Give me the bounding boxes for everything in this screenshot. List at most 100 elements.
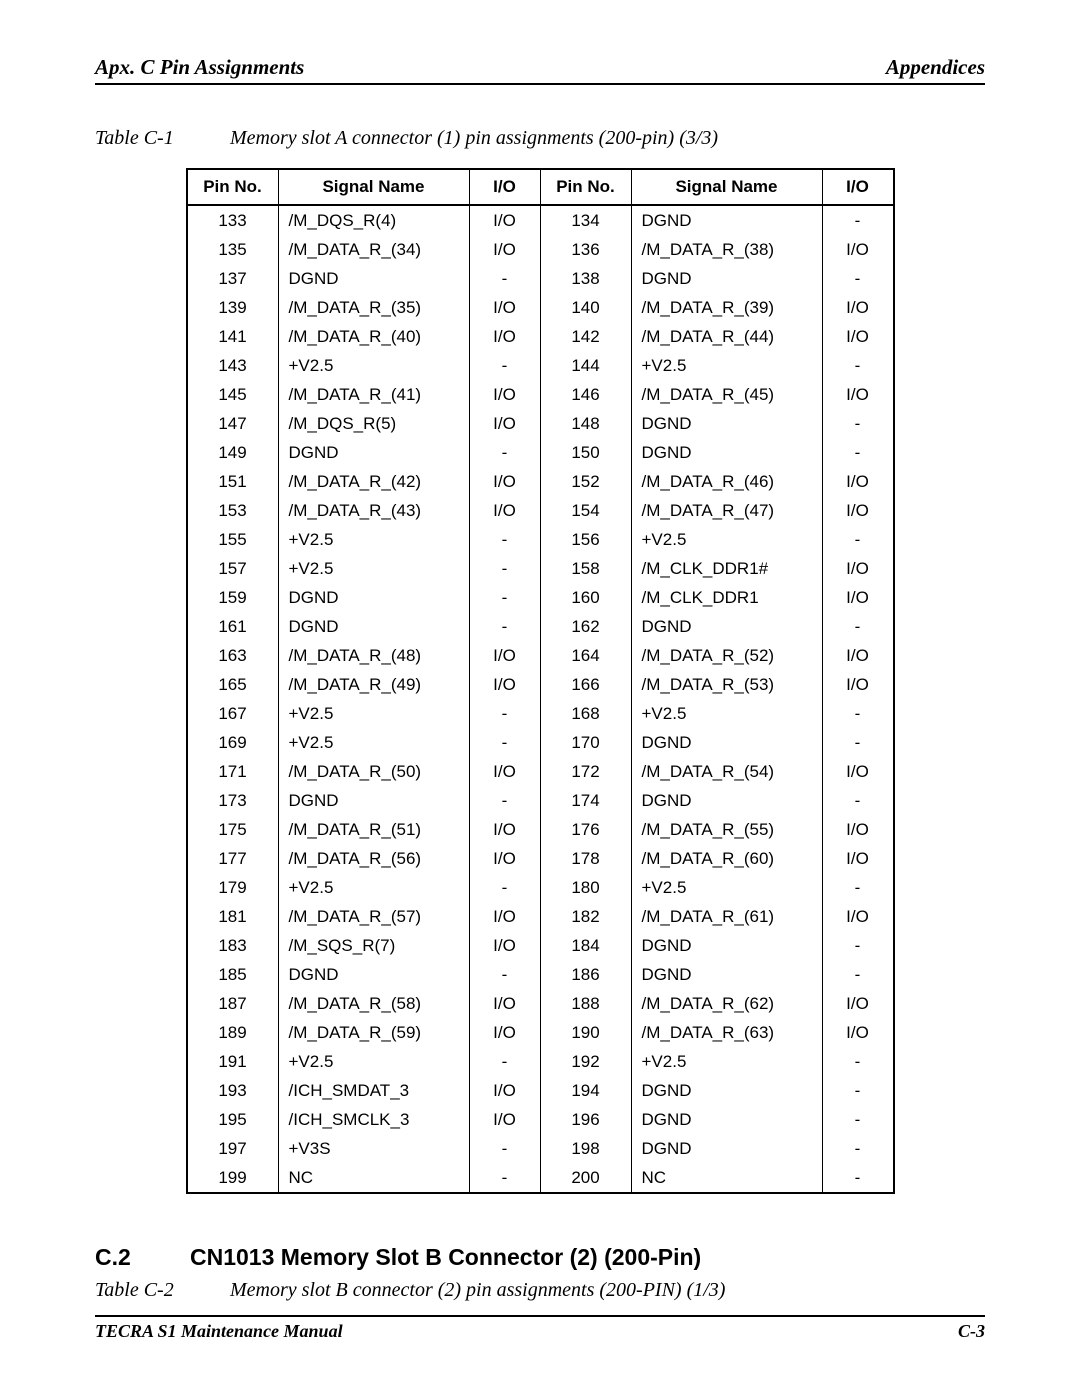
table-cell: 181 (187, 902, 279, 931)
pin-table-c1: Pin No. Signal Name I/O Pin No. Signal N… (186, 168, 895, 1194)
table-cell: - (822, 728, 894, 757)
table-cell: DGND (631, 1105, 822, 1134)
col-header-pin-right: Pin No. (540, 169, 631, 205)
table-cell: +V2.5 (631, 1047, 822, 1076)
table-cell: - (469, 728, 540, 757)
table-cell: 192 (540, 1047, 631, 1076)
table-cell: 138 (540, 264, 631, 293)
table-cell: 159 (187, 583, 279, 612)
table-cell: +V2.5 (631, 873, 822, 902)
table-cell: 150 (540, 438, 631, 467)
table-cell: I/O (822, 815, 894, 844)
table-cell: 155 (187, 525, 279, 554)
table-cell: 178 (540, 844, 631, 873)
table-cell: DGND (631, 960, 822, 989)
table-cell: I/O (822, 583, 894, 612)
table-cell: 160 (540, 583, 631, 612)
table-row: 163/M_DATA_R_(48)I/O164/M_DATA_R_(52)I/O (187, 641, 894, 670)
table-row: 183/M_SQS_R(7)I/O184DGND- (187, 931, 894, 960)
table-header-row: Pin No. Signal Name I/O Pin No. Signal N… (187, 169, 894, 205)
col-header-io-right: I/O (822, 169, 894, 205)
table-cell: 168 (540, 699, 631, 728)
table-cell: 147 (187, 409, 279, 438)
table-cell: 190 (540, 1018, 631, 1047)
table-cell: /M_DATA_R_(38) (631, 235, 822, 264)
table-cell: 149 (187, 438, 279, 467)
table-cell: +V2.5 (278, 351, 469, 380)
table-cell: 196 (540, 1105, 631, 1134)
table-cell: - (469, 1134, 540, 1163)
table-row: 147/M_DQS_R(5)I/O148DGND- (187, 409, 894, 438)
table-cell: /M_DATA_R_(43) (278, 496, 469, 525)
table-cell: /M_DATA_R_(41) (278, 380, 469, 409)
table-cell: 151 (187, 467, 279, 496)
table-cell: /M_CLK_DDR1# (631, 554, 822, 583)
table-cell: /ICH_SMCLK_3 (278, 1105, 469, 1134)
table-cell: /M_DATA_R_(39) (631, 293, 822, 322)
table-row: 151/M_DATA_R_(42)I/O152/M_DATA_R_(46)I/O (187, 467, 894, 496)
table-cell: 161 (187, 612, 279, 641)
running-footer: TECRA S1 Maintenance Manual C-3 (95, 1315, 985, 1342)
table-cell: I/O (469, 205, 540, 235)
table-row: 141/M_DATA_R_(40)I/O142/M_DATA_R_(44)I/O (187, 322, 894, 351)
table-cell: 179 (187, 873, 279, 902)
table-cell: 187 (187, 989, 279, 1018)
page: Apx. C Pin Assignments Appendices Table … (0, 0, 1080, 1397)
table-cell: /M_DATA_R_(45) (631, 380, 822, 409)
table-cell: DGND (631, 205, 822, 235)
table-cell: 200 (540, 1163, 631, 1193)
table-cell: I/O (822, 380, 894, 409)
table-cell: DGND (278, 786, 469, 815)
table-cell: 153 (187, 496, 279, 525)
table-cell: /M_DATA_R_(52) (631, 641, 822, 670)
table-cell: 135 (187, 235, 279, 264)
table-row: 185DGND-186DGND- (187, 960, 894, 989)
table-cell: 162 (540, 612, 631, 641)
table-cell: 165 (187, 670, 279, 699)
table-cell: - (469, 438, 540, 467)
table-cell: /M_DATA_R_(58) (278, 989, 469, 1018)
table-cell: - (469, 1163, 540, 1193)
table-cell: 177 (187, 844, 279, 873)
table-cell: - (822, 264, 894, 293)
table-row: 181/M_DATA_R_(57)I/O182/M_DATA_R_(61)I/O (187, 902, 894, 931)
table-cell: +V3S (278, 1134, 469, 1163)
table-cell: /ICH_SMDAT_3 (278, 1076, 469, 1105)
table-cell: I/O (822, 496, 894, 525)
table-row: 175/M_DATA_R_(51)I/O176/M_DATA_R_(55)I/O (187, 815, 894, 844)
table-cell: - (822, 960, 894, 989)
table-cell: 137 (187, 264, 279, 293)
table-cell: - (822, 612, 894, 641)
running-header: Apx. C Pin Assignments Appendices (95, 55, 985, 85)
table-cell: I/O (469, 670, 540, 699)
table-cell: /M_DATA_R_(44) (631, 322, 822, 351)
table-row: 177/M_DATA_R_(56)I/O178/M_DATA_R_(60)I/O (187, 844, 894, 873)
table-row: 173DGND-174DGND- (187, 786, 894, 815)
table-cell: I/O (469, 293, 540, 322)
table-cell: 170 (540, 728, 631, 757)
table-row: 189/M_DATA_R_(59)I/O190/M_DATA_R_(63)I/O (187, 1018, 894, 1047)
table-cell: 193 (187, 1076, 279, 1105)
table-cell: DGND (631, 1076, 822, 1105)
table-cell: I/O (469, 1076, 540, 1105)
table-row: 195/ICH_SMCLK_3I/O196DGND- (187, 1105, 894, 1134)
table-cell: /M_DATA_R_(34) (278, 235, 469, 264)
table-cell: 175 (187, 815, 279, 844)
table-row: 161DGND-162DGND- (187, 612, 894, 641)
table-cell: 163 (187, 641, 279, 670)
table-cell: I/O (822, 235, 894, 264)
table-cell: 136 (540, 235, 631, 264)
table-c1-caption-label: Table C-1 (95, 127, 225, 150)
table-cell: I/O (822, 554, 894, 583)
table-cell: 182 (540, 902, 631, 931)
table-cell: 134 (540, 205, 631, 235)
table-cell: I/O (822, 467, 894, 496)
table-cell: 142 (540, 322, 631, 351)
table-row: 135/M_DATA_R_(34)I/O136/M_DATA_R_(38)I/O (187, 235, 894, 264)
table-cell: /M_DATA_R_(42) (278, 467, 469, 496)
table-cell: 158 (540, 554, 631, 583)
table-row: 157+V2.5-158/M_CLK_DDR1#I/O (187, 554, 894, 583)
table-cell: /M_DATA_R_(60) (631, 844, 822, 873)
table-cell: - (469, 612, 540, 641)
table-row: 155+V2.5-156+V2.5- (187, 525, 894, 554)
